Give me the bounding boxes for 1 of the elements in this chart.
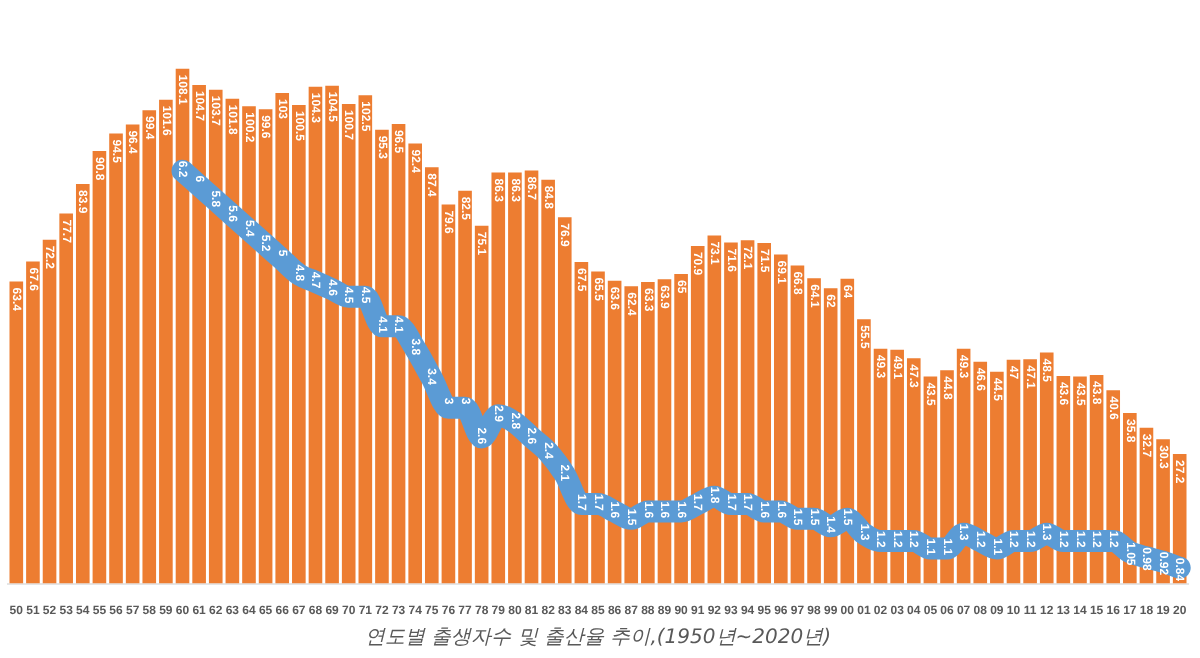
text: 연도별 출생자수 및 출산율 추이,(1950년~2020년) [365, 627, 831, 650]
